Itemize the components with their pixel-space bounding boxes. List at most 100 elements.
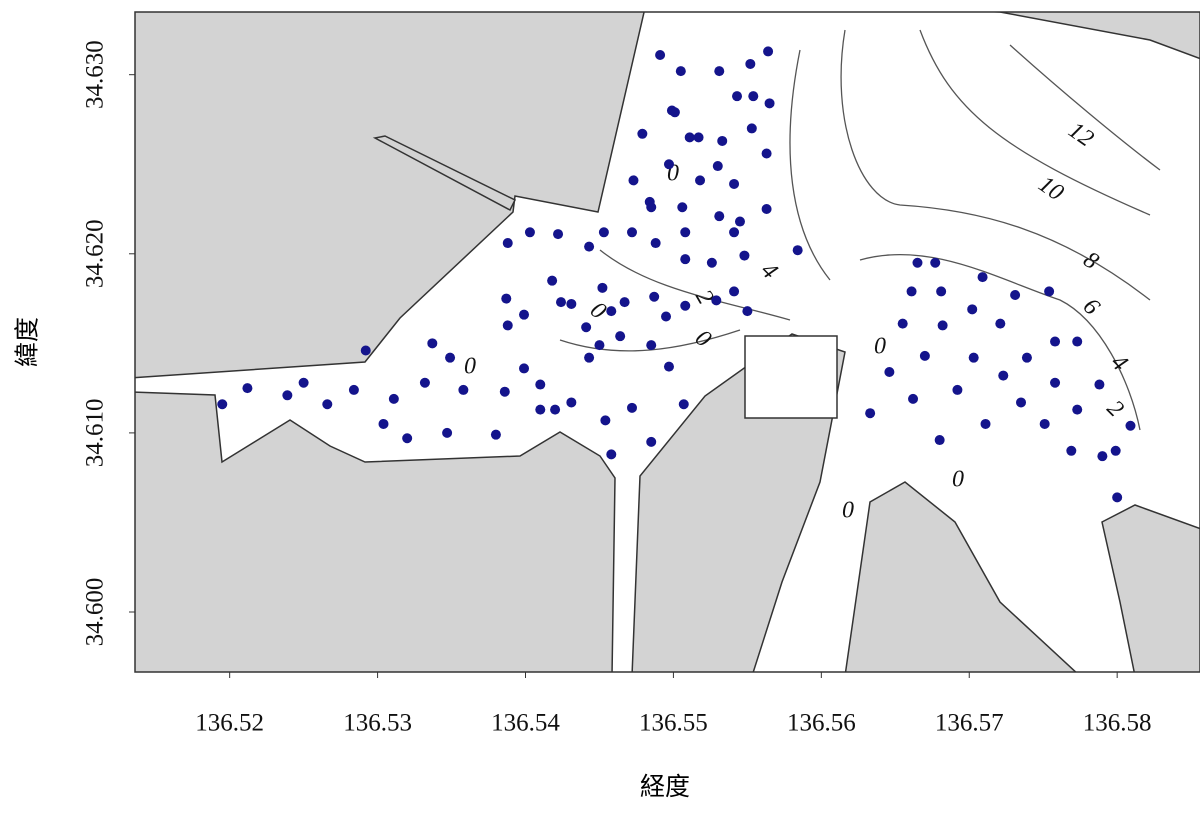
x-tick-label: 136.58 [1083,710,1152,737]
x-tick-label: 136.53 [343,710,412,737]
sampling-point [600,415,611,426]
sampling-point [1072,404,1083,415]
sampling-point [501,293,512,304]
sampling-point [712,161,723,172]
sampling-point [1016,397,1027,408]
sampling-point [556,297,566,308]
sampling-point [445,352,456,363]
sampling-point [524,227,535,238]
sampling-point [792,245,803,256]
sampling-point [566,397,577,408]
sampling-point [936,286,947,297]
sampling-point [360,345,371,356]
sampling-point [1072,336,1083,347]
sampling-point [378,418,389,429]
sampling-point [282,390,293,401]
sampling-point [669,107,680,118]
sampling-point [661,311,672,322]
sampling-point [680,227,691,238]
contour-label: 0 [874,334,886,360]
sampling-point [619,297,630,308]
sampling-point [968,352,979,363]
sampling-point [930,257,941,268]
x-tick-label: 136.56 [787,710,856,737]
sampling-point [598,227,609,238]
sampling-point [714,211,725,222]
sampling-point [628,175,639,186]
sampling-point [519,309,530,320]
sampling-point [1094,379,1105,390]
sampling-point [502,238,513,249]
y-tick-label: 34.630 [82,40,109,109]
sampling-point [519,363,530,374]
sampling-point [764,98,775,109]
sampling-point [742,306,753,317]
sampling-point [748,91,759,102]
sampling-point [995,318,1006,329]
sampling-point [952,384,963,395]
sampling-point [977,272,988,283]
sampling-point [734,216,745,227]
sampling-point [745,58,756,69]
sampling-point [490,429,501,440]
sampling-point [584,241,595,252]
sampling-point [581,322,592,333]
land [135,391,616,672]
sampling-point [1110,445,1121,456]
coastline [135,12,1200,672]
sampling-point [1050,377,1061,388]
sampling-point [714,66,725,77]
sampling-point [646,340,657,351]
sampling-point [717,135,728,146]
sampling-point [646,436,657,447]
x-tick-label: 136.55 [639,710,708,737]
sampling-point [427,338,438,349]
contour [599,249,791,321]
sampling-point [663,361,674,372]
sampling-point [242,383,253,394]
contour [789,49,831,281]
sampling-point [1044,286,1055,297]
sampling-point [1010,289,1021,300]
sampling-point [729,227,740,238]
sampling-point [655,49,666,60]
sampling-point [502,320,513,331]
sampling-point [677,202,688,213]
sampling-point [695,175,706,186]
x-tick-label: 136.57 [935,710,1004,737]
contour [859,253,1141,431]
sampling-point [1021,352,1032,363]
sampling-point [746,123,757,134]
x-tick-label: 136.52 [195,710,264,737]
land [135,12,645,379]
sampling-point [458,384,469,395]
sampling-point [499,386,510,397]
sampling-point [711,295,722,306]
sampling-point [1112,492,1123,503]
contour [1009,44,1161,171]
sampling-point [680,254,691,265]
sampling-point [594,340,605,351]
sampling-point [967,304,978,315]
sampling-point [937,320,948,331]
sampling-point [934,435,945,446]
sampling-point [906,286,917,297]
sampling-point [732,91,743,102]
sampling-point [1050,336,1061,347]
sampling-point [884,367,895,377]
sampling-point [649,291,660,302]
sampling-point [1039,418,1050,429]
sampling-point [553,229,564,240]
sampling-point [322,399,333,410]
sampling-point [1097,451,1108,462]
sampling-point [442,427,453,438]
sampling-point [761,204,772,215]
contour-label: 0 [952,467,964,493]
land [844,481,1077,672]
y-tick-label: 34.610 [82,399,109,468]
sampling-point [1125,420,1136,431]
y-axis-label: 緯度 [14,317,42,367]
sampling-point [897,318,908,329]
pier [744,335,838,419]
